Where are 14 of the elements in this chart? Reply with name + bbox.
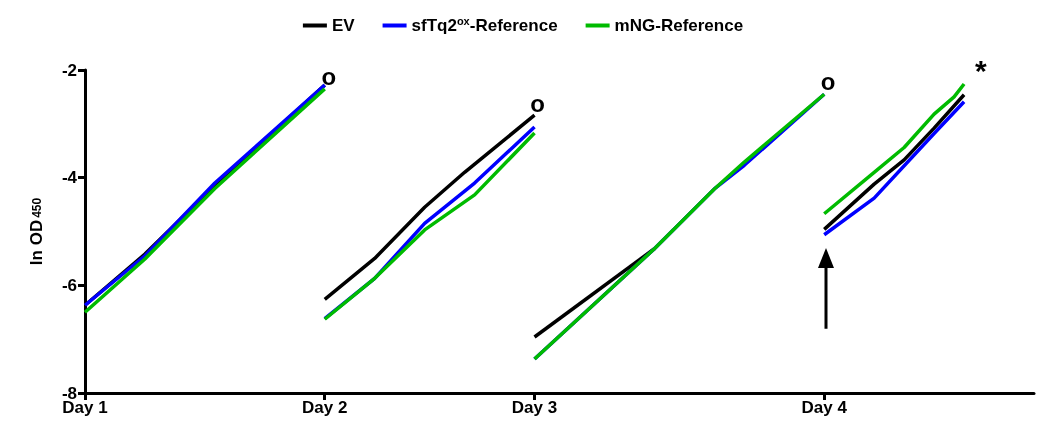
- y-axis-title: ln OD450: [27, 197, 46, 266]
- x-tick-label: Day 3: [511, 398, 558, 417]
- x-tick-label: Day 1: [62, 398, 108, 417]
- annotation: o: [530, 90, 546, 118]
- x-tick-label: Day 2: [302, 398, 348, 417]
- y-tick-label: -6: [61, 275, 77, 295]
- legend-label: mNG-Reference: [614, 16, 744, 35]
- y-tick-label: -2: [61, 60, 77, 80]
- legend-label: EV: [331, 16, 356, 35]
- annotation: *: [975, 53, 988, 87]
- x-tick-label: Day 4: [801, 398, 848, 417]
- annotation: o: [820, 67, 836, 95]
- y-tick-label: -4: [61, 168, 78, 188]
- annotation: o: [321, 62, 337, 90]
